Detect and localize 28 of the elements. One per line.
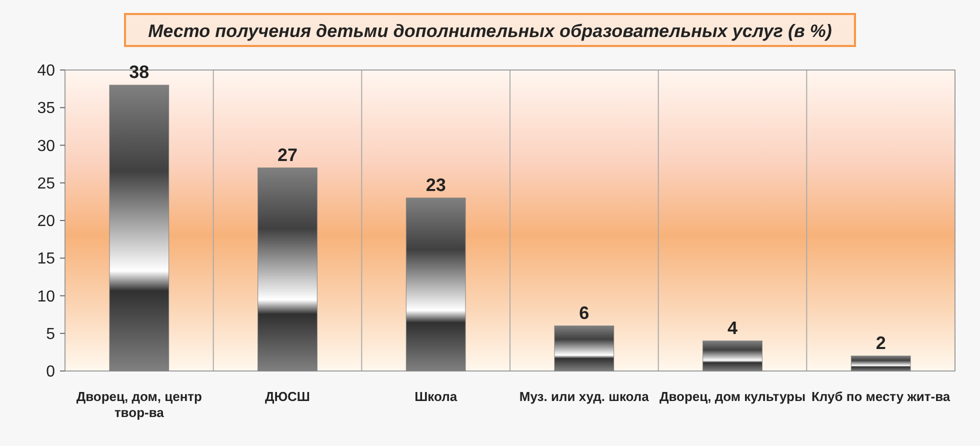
bar xyxy=(702,340,762,372)
bar xyxy=(109,84,170,372)
y-tick-label: 5 xyxy=(46,326,56,343)
data-label: 38 xyxy=(129,62,150,82)
y-tick-label: 20 xyxy=(37,213,56,230)
x-tick-label: Клуб по месту жит-ва xyxy=(811,389,951,404)
y-tick-label: 25 xyxy=(37,175,56,192)
data-label: 4 xyxy=(727,318,738,338)
data-label: 27 xyxy=(277,144,298,165)
y-tick-label: 30 xyxy=(37,138,56,155)
x-tick-label: Дворец, дом, центр твор-ва xyxy=(76,389,202,420)
y-tick-label: 40 xyxy=(37,62,56,80)
x-tick-label: ДЮСШ xyxy=(265,389,310,404)
y-tick-label: 0 xyxy=(46,364,56,381)
bar xyxy=(406,198,466,372)
bar xyxy=(258,168,318,372)
x-tick-label: Школа xyxy=(414,389,458,404)
data-label: 2 xyxy=(876,332,886,353)
data-label: 23 xyxy=(426,174,446,195)
y-tick-label: 35 xyxy=(37,100,56,118)
chart-title: Место получения детьми дополнительных образовательных услуг (в %) xyxy=(148,21,832,41)
data-label: 6 xyxy=(579,302,590,323)
bar xyxy=(850,356,911,372)
y-tick-label: 10 xyxy=(37,288,56,306)
x-tick-label: Дворец, дом культуры xyxy=(659,389,806,404)
bar xyxy=(554,326,614,372)
x-tick-label: Муз. или худ. школа xyxy=(519,389,650,404)
y-tick-label: 15 xyxy=(37,250,56,268)
